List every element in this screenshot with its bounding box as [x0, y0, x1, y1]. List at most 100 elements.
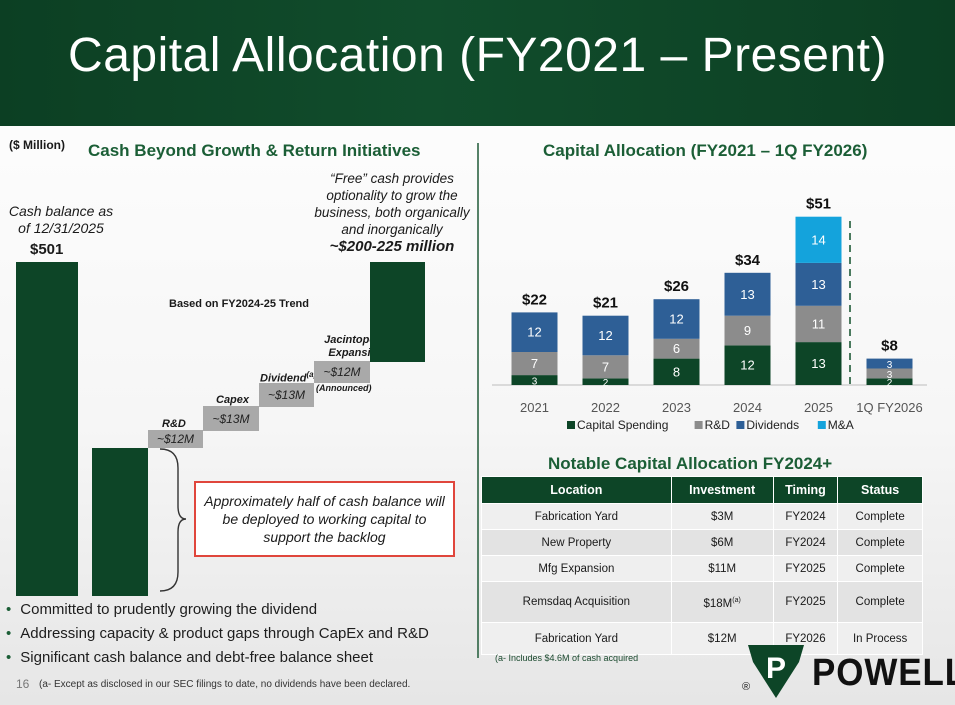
bar-data-label: 12 [598, 328, 612, 343]
table-cell: Complete [837, 529, 923, 556]
legend-swatch [817, 421, 826, 429]
bar-data-label: 2 [603, 378, 609, 389]
bar-dividends [511, 312, 558, 352]
table-cell: $3M [670, 503, 774, 530]
bar-data-label: 13 [740, 287, 754, 302]
bar-data-label: 14 [811, 232, 825, 247]
bar-data-label: 3 [532, 377, 538, 388]
bar-data-label: 12 [669, 312, 683, 327]
table-row: Fabrication Yard $3M FY2024 Complete [481, 503, 923, 530]
legend-label: R&D [705, 418, 731, 432]
x-tick-label: 2021 [520, 400, 549, 415]
table-cell: $11M [670, 555, 774, 582]
legend-label: Dividends [746, 418, 799, 432]
bar-r-d [724, 315, 771, 346]
bar-capital-spending [511, 375, 558, 385]
bar-data-label: 9 [744, 323, 751, 338]
bar-dividends [724, 272, 771, 316]
table-cell: Fabrication Yard [481, 503, 672, 530]
bar-data-label: 7 [602, 359, 609, 374]
x-tick-label: 2022 [591, 400, 620, 415]
dividend-step-value: ~$13M [267, 388, 306, 402]
bar-capital-spending [795, 342, 842, 385]
bar-data-label: 8 [673, 364, 680, 379]
bar-total-label: $34 [735, 252, 761, 269]
table-cell: FY2025 [772, 581, 839, 623]
bar-dividends [582, 315, 629, 356]
bar-total-label: $51 [806, 196, 831, 213]
capex-step-bar: ~$13M [203, 406, 259, 431]
bar-dividends [866, 358, 913, 369]
title-banner [0, 0, 955, 126]
table-cell: Complete [837, 555, 923, 582]
bar-data-label: 12 [527, 325, 541, 340]
column-header: Location [481, 476, 672, 504]
x-tick-label: 2023 [662, 400, 691, 415]
bar-capital-spending [653, 358, 700, 385]
working-capital-bar [92, 448, 148, 596]
column-header: Investment [670, 476, 774, 504]
logo-letter: P [766, 652, 786, 685]
bar-r-d [653, 338, 700, 359]
capex-step-value: ~$13M [212, 411, 250, 426]
table-cell: $18M(a) [670, 581, 774, 623]
table-row: Remsdaq Acquisition $18M(a) FY2025 Compl… [481, 581, 923, 623]
rnd-step-bar: ~$12M [148, 430, 203, 448]
bar-data-label: 3 [887, 360, 893, 371]
page-number: 16 [16, 677, 30, 691]
table-cell: FY2024 [772, 503, 839, 530]
powell-wordmark: POWELL [812, 652, 955, 694]
legend-swatch [694, 421, 703, 429]
trend-label: Based on FY2024-25 Trend [169, 298, 309, 310]
left-heading: Cash Beyond Growth & Return Initiatives [88, 141, 421, 160]
table-cell: Mfg Expansion [481, 555, 672, 582]
bar-r-d [795, 305, 842, 343]
slide-title: Capital Allocation (FY2021 – Present) [68, 29, 887, 82]
table-row: New Property $6M FY2024 Complete [481, 529, 923, 556]
registered-mark: ® [742, 681, 751, 693]
table-cell: Fabrication Yard [481, 622, 672, 655]
bar-dividends [795, 262, 842, 306]
table-heading: Notable Capital Allocation FY2024+ [548, 454, 833, 473]
bar-data-label: 12 [740, 358, 754, 373]
bar-data-label: 13 [811, 277, 825, 292]
capital-allocation-chart: 3 7 12 $22 2021 2 7 12 $21 2022 8 6 12 $26 2023 12 9 13 $3… [492, 196, 927, 432]
bar-capital-spending [582, 378, 629, 385]
table-cell: New Property [481, 529, 672, 556]
bar-data-label: 11 [812, 316, 826, 331]
curly-brace-icon [159, 448, 187, 592]
rnd-step-value: ~$12M [156, 432, 195, 446]
dividend-step-bar: ~$13M [259, 383, 314, 407]
x-tick-label: 2025 [804, 400, 833, 415]
legend-swatch [736, 421, 745, 429]
table-cell: $6M [670, 529, 774, 556]
powell-logo-icon: P [748, 645, 804, 698]
bar-total-label: $22 [522, 291, 547, 308]
bar-capital-spending [866, 378, 913, 385]
legend-label: Capital Spending [577, 418, 668, 432]
working-capital-callout: Approximately half of cash balance will … [194, 481, 455, 557]
cash-balance-value: $501 [30, 241, 64, 258]
column-divider [477, 143, 479, 658]
table-cell: FY2025 [772, 555, 839, 582]
notable-allocation-table: Location Investment Timing Status Fabric… [481, 476, 923, 655]
table-cell: In Process [837, 622, 923, 655]
legend-label: M&A [828, 418, 854, 432]
bar-capital-spending [724, 345, 771, 385]
bar-r-d [866, 368, 913, 379]
bar-r-d [511, 352, 558, 376]
column-header: Status [837, 476, 923, 504]
free-cash-bar [370, 262, 425, 362]
bar-r-d [582, 355, 629, 379]
units-label: ($ Million) [9, 138, 65, 152]
capex-step-label: Capex [216, 394, 250, 406]
footnote: (a- Except as disclosed in our SEC filin… [39, 679, 411, 690]
x-tick-label: 1Q FY2026 [856, 400, 923, 415]
table-footnote: (a- Includes $4.6M of cash acquired [495, 653, 639, 663]
bar-data-label: 2 [887, 378, 893, 389]
bar-data-label: 6 [673, 341, 680, 356]
table-cell: Remsdaq Acquisition [481, 581, 672, 623]
bar-data-label: 7 [531, 356, 538, 371]
key-points-list: Committed to prudently growing the divid… [6, 598, 429, 670]
jacintoport-step-value: ~$12M [323, 365, 361, 379]
